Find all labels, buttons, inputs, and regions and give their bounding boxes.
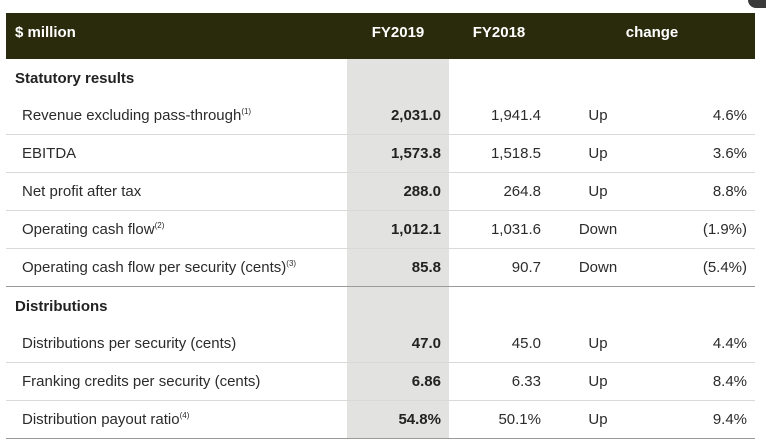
- change-percent: (5.4%): [647, 248, 756, 287]
- row-label: Distributions per security (cents): [22, 335, 237, 352]
- financial-results-table: $ million FY2019 FY2018 change Statutory…: [6, 13, 756, 439]
- row-label-cell: Revenue excluding pass-through(1): [6, 97, 347, 135]
- section-empty-cell: [449, 59, 755, 97]
- row-label: Revenue excluding pass-through: [22, 107, 242, 124]
- value-fy2018: 6.33: [449, 362, 549, 401]
- row-label: Net profit after tax: [22, 183, 142, 200]
- value-fy2019: 54.8%: [347, 400, 449, 439]
- change-direction: Up: [549, 134, 647, 173]
- change-direction: Up: [549, 97, 647, 135]
- table-row: Distributions per security (cents) 47.0 45…: [6, 325, 756, 363]
- row-label: Operating cash flow per security (cents): [22, 259, 287, 276]
- row-label-cell: EBITDA: [6, 134, 347, 173]
- header-fy2018: FY2018: [472, 23, 526, 41]
- row-label-cell: Distribution payout ratio(4): [6, 400, 347, 439]
- section-highlight-cell: [347, 286, 449, 325]
- row-label: EBITDA: [22, 145, 77, 162]
- change-percent: 3.6%: [647, 134, 756, 173]
- row-label: Franking credits per security (cents): [22, 373, 261, 390]
- change-percent: 4.6%: [647, 97, 756, 135]
- change-direction: Down: [549, 248, 647, 287]
- value-fy2019: 85.8: [347, 248, 449, 287]
- value-fy2018: 264.8: [449, 172, 549, 211]
- value-fy2019: 6.86: [347, 362, 449, 401]
- change-direction: Up: [549, 172, 647, 211]
- table-row: Distribution payout ratio(4) 54.8% 50.1% Up…: [6, 400, 756, 439]
- footnote-marker: (2): [154, 221, 165, 230]
- value-fy2019: 2,031.0: [347, 97, 449, 135]
- change-percent: (1.9%): [647, 210, 756, 249]
- change-direction: Up: [549, 325, 647, 363]
- table-row: Operating cash flow per security (cents)…: [6, 248, 756, 287]
- row-label: Operating cash flow: [22, 221, 155, 238]
- value-fy2018: 1,031.6: [449, 210, 549, 249]
- section-title: Distributions: [6, 286, 347, 325]
- section-header-row: Distributions: [6, 286, 756, 325]
- table-row: EBITDA 1,573.8 1,518.5 Up 3.6%: [6, 134, 756, 173]
- section-highlight-cell: [347, 59, 449, 97]
- value-fy2018: 1,941.4: [449, 97, 549, 135]
- header-change: change: [625, 23, 679, 41]
- window-corner: [748, 0, 766, 8]
- value-fy2019: 288.0: [347, 172, 449, 211]
- table-row: Revenue excluding pass-through(1) 2,031.0…: [6, 97, 756, 135]
- table-row: Net profit after tax 288.0 264.8 Up 8.8%: [6, 172, 756, 211]
- row-label: Distribution payout ratio: [22, 411, 180, 428]
- header-units-label: $ million: [15, 23, 76, 41]
- value-fy2019: 1,573.8: [347, 134, 449, 173]
- row-label-cell: Net profit after tax: [6, 172, 347, 211]
- change-direction: Up: [549, 400, 647, 439]
- change-percent: 8.4%: [647, 362, 756, 401]
- change-direction: Up: [549, 362, 647, 401]
- table-row: Franking credits per security (cents) 6.8…: [6, 362, 756, 401]
- table-header-row: $ million FY2019 FY2018 change: [6, 13, 756, 59]
- change-percent: 4.4%: [647, 325, 756, 363]
- section-empty-cell: [449, 286, 756, 325]
- footnote-marker: (3): [286, 259, 297, 268]
- table-row: Operating cash flow(2) 1,012.1 1,031.6 Down…: [6, 210, 756, 249]
- change-percent: 8.8%: [647, 172, 756, 211]
- header-fy2019: FY2019: [371, 23, 425, 41]
- value-fy2019: 1,012.1: [347, 210, 449, 249]
- value-fy2018: 45.0: [449, 325, 549, 363]
- change-percent: 9.4%: [647, 400, 756, 439]
- section-title: Statutory results: [15, 69, 135, 87]
- value-fy2018: 50.1%: [449, 400, 549, 439]
- table-body: Statutory results Revenue excluding pass-…: [6, 59, 756, 439]
- footnote-marker: (1): [241, 107, 252, 116]
- value-fy2018: 90.7: [449, 248, 549, 287]
- change-direction: Down: [549, 210, 647, 249]
- row-label-cell: Distributions per security (cents): [6, 325, 347, 363]
- row-label-cell: Franking credits per security (cents): [6, 362, 347, 401]
- row-label-cell: Operating cash flow(2): [6, 210, 347, 249]
- section-header-row: Statutory results: [6, 59, 755, 97]
- row-label-cell: Operating cash flow per security (cents)…: [6, 248, 347, 287]
- value-fy2018: 1,518.5: [449, 134, 549, 173]
- value-fy2019: 47.0: [347, 325, 449, 363]
- footnote-marker: (4): [179, 411, 190, 420]
